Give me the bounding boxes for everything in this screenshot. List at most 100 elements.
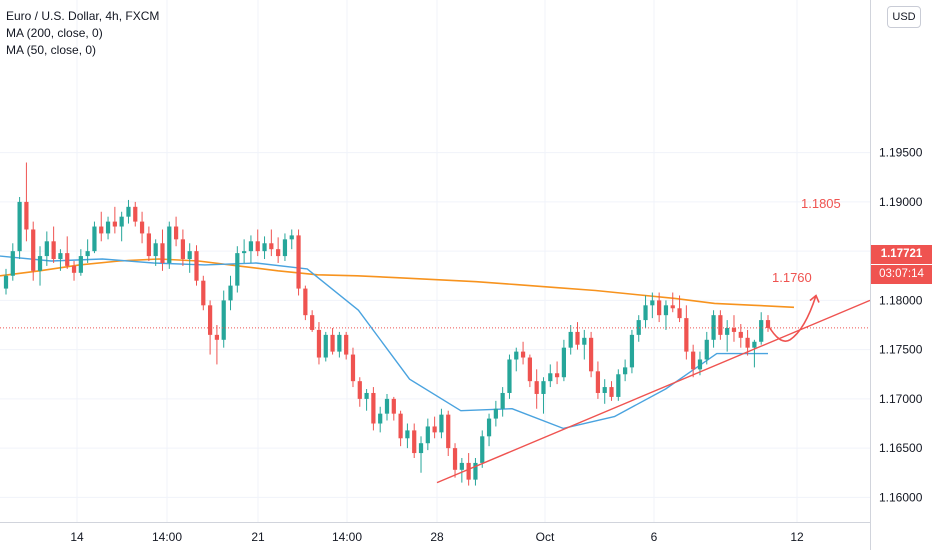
candle-body [371,392,376,424]
candle-body [3,275,9,289]
candle-body [310,315,315,330]
time-tick-label: 14 [70,530,84,544]
ma50-layer [0,255,768,430]
candle-body [51,241,56,260]
countdown-tag: 03:07:14 [871,265,932,284]
candle-body [221,300,226,340]
candle-body [493,408,498,419]
candle-body [139,221,145,234]
ma200-label[interactable]: MA (200, close, 0) [6,26,103,40]
candle-body [398,413,403,439]
candle-body [418,443,424,454]
candle-body [636,320,641,335]
candle-body [228,285,233,301]
candle-body [153,243,158,257]
candle-body [31,229,36,271]
candle-body [330,334,335,352]
grid [0,0,870,522]
candle-body [269,243,274,250]
candle-body [629,334,635,368]
price-tick-label: 1.19500 [879,146,923,160]
price-tick-label: 1.16000 [879,490,923,504]
candle-body [303,288,308,316]
candle-body [99,226,104,234]
target-annotation: 1.1805 [801,196,841,211]
candle-body [44,241,49,257]
candle-body [568,331,573,348]
candle-body [316,329,322,358]
ma50-label[interactable]: MA (50, close, 0) [6,43,97,57]
candle-body [37,256,43,271]
time-tick-label: 14:00 [332,530,362,544]
candle-body [167,226,172,263]
chart-legend: Euro / U.S. Dollar, 4h, FXCM MA (200, cl… [6,8,159,59]
candle-body [500,392,505,409]
candle-body [650,300,655,306]
price-tick-label: 1.19000 [879,195,923,209]
candle-body [337,334,342,352]
time-tick-label: 14:00 [152,530,182,544]
candle-body [677,308,682,319]
candle-body [745,337,750,348]
candle-body [105,221,111,234]
candle-body [554,373,560,378]
candle-body [704,339,709,360]
candle-body [486,418,492,437]
candle-body [759,320,764,342]
candle-body [282,239,288,257]
candle-body [534,381,539,394]
price-tick-label: 1.18000 [879,293,923,307]
candle-body [514,351,519,360]
candle-body [643,305,648,321]
candle-body [520,351,526,358]
candle-body [697,359,703,370]
candle-body [92,226,97,252]
candle-body [609,387,614,397]
candle-body [58,253,63,260]
candle-body [235,253,240,286]
candle-body [255,241,260,252]
candle-body [588,337,594,372]
candle-body [378,413,383,424]
candle-body [446,414,451,449]
candle-body [242,251,247,254]
candle-body [711,315,716,340]
candle-body [595,371,601,393]
currency-button[interactable]: USD [887,6,921,28]
candle-body [616,374,621,397]
candle-body [602,387,607,393]
candle-body [126,206,131,217]
candle-body [214,334,220,340]
candle-body [133,206,138,222]
candle-body [71,265,77,273]
candle-body [323,334,328,358]
candle-body [391,398,396,414]
candle-body [473,462,478,480]
candle-body [201,280,206,306]
ma200-layer [0,258,795,309]
candle-body [738,331,743,338]
ascending-trendline [436,299,871,484]
current-price-tag: 1.17721 [871,245,932,264]
candle-body [350,354,356,382]
projection-arrow [767,295,817,342]
candle-body [276,249,281,257]
candle-body [344,334,349,355]
support-annotation: 1.1760 [772,270,812,285]
candle-body [541,381,546,394]
time-tick-label: Oct [536,530,555,544]
candle-body [480,436,485,463]
candle-body [85,251,90,257]
symbol-title[interactable]: Euro / U.S. Dollar, 4h, FXCM [6,9,160,23]
candle-body [10,251,15,276]
candle-body [582,337,587,345]
candle-body [657,300,662,316]
ma200-line [0,258,795,309]
candle-body [718,315,723,335]
candle-body [670,305,675,309]
candle-body [384,398,390,414]
candle-body [425,426,430,444]
candle-body [575,331,580,345]
time-tick-label: 12 [790,530,804,544]
candle-body [765,320,771,328]
